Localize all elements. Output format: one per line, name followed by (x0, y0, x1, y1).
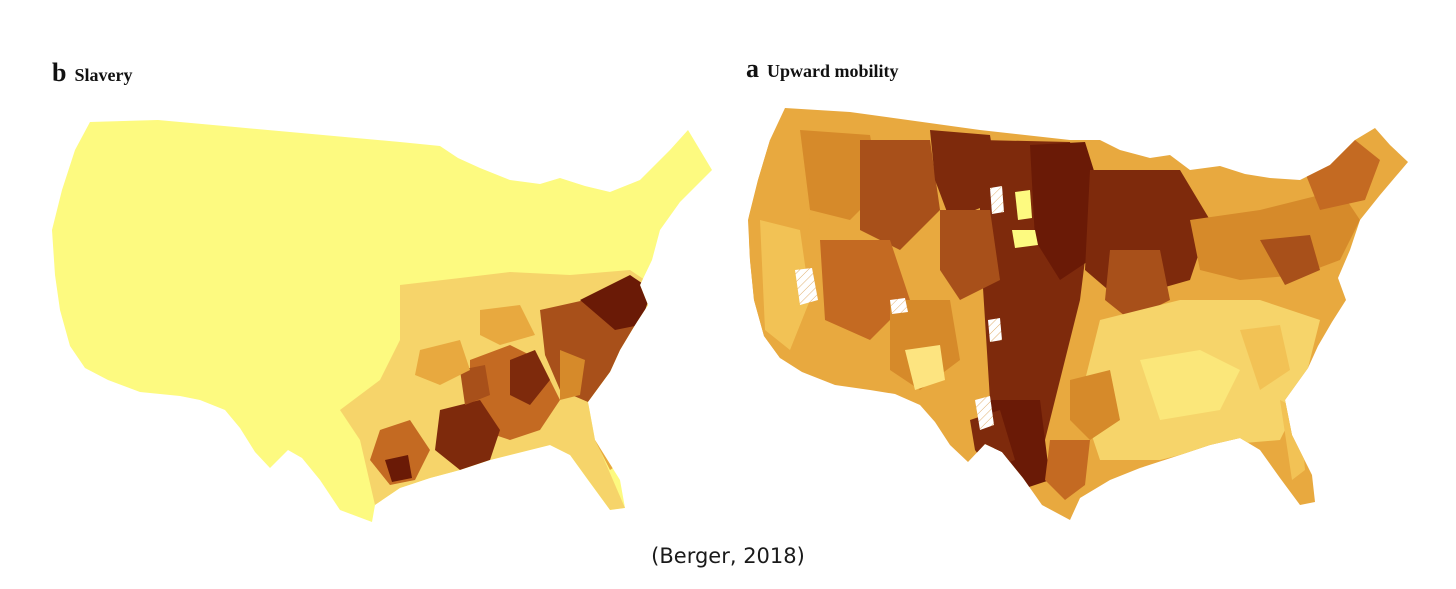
panel-letter-a: a (746, 54, 759, 83)
mobility-panel-title: a Upward mobility (746, 54, 899, 84)
mobility-map (748, 108, 1408, 520)
slavery-south-region (340, 270, 660, 510)
mobility-regions (748, 130, 1380, 500)
mobility-title: Upward mobility (767, 61, 899, 81)
panel-letter-b: b (52, 58, 67, 87)
citation-caption: (Berger, 2018) (651, 544, 805, 568)
slavery-panel-title: b Slavery (52, 58, 132, 88)
slavery-title: Slavery (74, 65, 133, 85)
slavery-map (52, 120, 712, 522)
